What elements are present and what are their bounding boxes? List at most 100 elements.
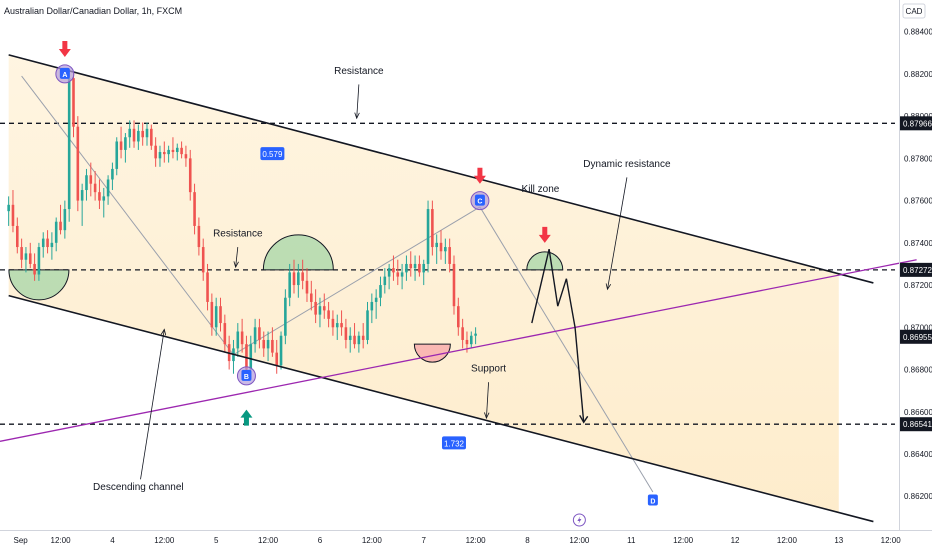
down-arrow-c: [473, 167, 486, 184]
candle-body: [171, 149, 175, 153]
point-d-marker: [647, 494, 658, 506]
candle-body: [236, 331, 240, 349]
point-a-label: A: [62, 72, 67, 79]
candle-body: [461, 327, 464, 340]
point-a-marker: [59, 67, 70, 79]
time-axis[interactable]: Sep 12:00 4 12:00 5 12:00 6 12:00 7 12:00 8 12:00 11…: [14, 536, 902, 545]
candle-body: [46, 238, 49, 248]
candle-body: [409, 263, 413, 269]
price-label-text-0: 0.87966: [903, 119, 932, 128]
channel-lower-line: [8, 294, 874, 523]
candle-body: [80, 190, 84, 201]
forecast-layer: [531, 249, 589, 424]
candle-body: [310, 293, 313, 302]
candle-body: [245, 344, 248, 370]
candle-body: [258, 327, 261, 340]
candle-body: [353, 335, 356, 345]
fib-badge-text-2: 1.732: [444, 439, 465, 448]
price-tick-4: 0.87600: [904, 197, 932, 206]
candle-body: [210, 301, 214, 328]
price-tick-0: 0.88400: [904, 28, 932, 37]
candle-body: [20, 247, 23, 260]
candle-body: [370, 301, 374, 311]
time-tick-6: 6: [318, 536, 323, 545]
price-label-text-3: 0.86541: [903, 420, 932, 429]
currency-badge[interactable]: CAD: [902, 3, 926, 19]
candle-body: [314, 301, 317, 315]
forecast-arrowhead: [579, 414, 589, 424]
candle-body: [193, 192, 196, 226]
price-tick-10: 0.86400: [904, 450, 932, 459]
price-tick-8: 0.86800: [904, 366, 932, 375]
channel-upper-line: [8, 54, 874, 284]
channel-pointer-head: [160, 328, 167, 336]
time-tick-4: 5: [214, 536, 219, 545]
candle-body: [214, 306, 218, 328]
price-tick-5: 0.87400: [904, 239, 932, 248]
candle-body: [387, 268, 391, 277]
candle-body: [124, 137, 127, 150]
candle-body: [132, 128, 136, 142]
candle-body: [167, 149, 170, 155]
candle-body: [223, 323, 227, 345]
candle-body: [418, 263, 421, 273]
candle-body: [318, 306, 322, 315]
candle-body: [141, 130, 144, 138]
channel-pointer: [140, 329, 165, 480]
candle-body: [271, 339, 274, 353]
pattern-lines-layer: [21, 75, 654, 493]
candle-body: [102, 196, 106, 201]
candle-body: [457, 306, 460, 328]
resistance-pointer-2: [235, 247, 239, 268]
time-tick-14: 12: [731, 536, 740, 545]
candle-body: [115, 141, 119, 169]
candle-body: [452, 263, 456, 307]
candle-body: [327, 310, 330, 319]
time-tick-5: 12:00: [258, 536, 279, 545]
pattern-line-3: [479, 206, 654, 493]
fib-badge-2: [441, 436, 466, 450]
candle-body: [59, 221, 62, 231]
candle-body: [145, 128, 149, 138]
time-tick-0: Sep: [14, 536, 29, 545]
price-label-box-3: [900, 417, 932, 432]
candle-body: [175, 147, 179, 153]
candle-body: [24, 253, 28, 260]
down-arrow-kill-zone: [538, 226, 551, 243]
price-tick-3: 0.87800: [904, 154, 932, 163]
candle-body: [284, 297, 287, 336]
candle-body: [184, 154, 188, 159]
time-tick-16: 13: [834, 536, 843, 545]
price-axis[interactable]: 0.884000.882000.880000.878000.876000.874…: [900, 28, 932, 502]
candle-body: [383, 276, 387, 286]
annotation-label-5: Support: [471, 364, 506, 375]
candle-body: [348, 335, 352, 340]
candle-body: [249, 344, 253, 370]
candle-body: [158, 152, 162, 159]
chart-title: Australian Dollar/Canadian Dollar, 1h, F…: [4, 6, 182, 16]
candle-body: [392, 268, 395, 273]
time-tick-13: 12:00: [673, 536, 694, 545]
candle-body: [305, 280, 309, 294]
candle-body: [154, 145, 157, 159]
candle-body: [301, 272, 304, 281]
time-tick-17: 12:00: [881, 536, 902, 545]
time-tick-1: 12:00: [51, 536, 72, 545]
price-label-text-2: 0.86955: [903, 333, 932, 342]
candle-body: [366, 310, 369, 340]
support-pointer: [486, 382, 489, 419]
point-b-marker: [241, 369, 252, 381]
support-pointer-head: [484, 412, 490, 420]
kill-zone-arc: [526, 251, 564, 271]
candle-body: [357, 335, 361, 345]
candle-body: [379, 285, 382, 298]
candle-body: [37, 247, 41, 275]
lightning-icon-glyph: [577, 516, 582, 524]
candle-body: [33, 263, 36, 275]
candle-body: [137, 130, 140, 142]
candle-body: [279, 335, 283, 366]
candles-layer: [7, 69, 477, 378]
candle-body: [111, 168, 114, 180]
candle-body: [435, 242, 438, 248]
